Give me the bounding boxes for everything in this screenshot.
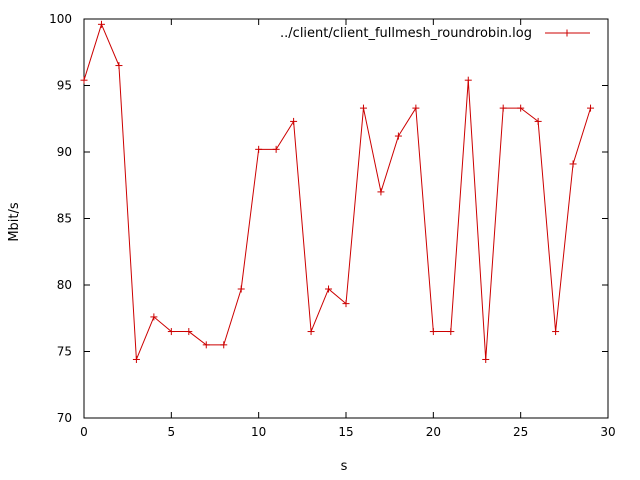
data-point bbox=[482, 355, 490, 363]
data-point bbox=[80, 76, 88, 84]
y-tick-label: 95 bbox=[57, 79, 72, 93]
data-point bbox=[552, 328, 560, 336]
x-axis-label: s bbox=[341, 459, 348, 474]
legend: ../client/client_fullmesh_roundrobin.log bbox=[280, 26, 590, 41]
data-point bbox=[569, 160, 577, 168]
legend-label: ../client/client_fullmesh_roundrobin.log bbox=[280, 26, 532, 41]
x-tick-label: 25 bbox=[513, 425, 528, 439]
data-point bbox=[342, 300, 350, 308]
series-layer bbox=[80, 20, 595, 363]
data-point bbox=[150, 313, 158, 321]
x-tick-label: 30 bbox=[600, 425, 615, 439]
data-point bbox=[290, 117, 298, 125]
data-point bbox=[307, 328, 315, 336]
data-point bbox=[534, 117, 542, 125]
data-point bbox=[377, 188, 385, 196]
y-axis-label: Mbit/s bbox=[7, 202, 22, 242]
data-point bbox=[220, 341, 228, 349]
data-point bbox=[185, 328, 193, 336]
data-point bbox=[587, 104, 595, 112]
axis-ticks bbox=[83, 18, 609, 419]
x-tick-label: 15 bbox=[338, 425, 353, 439]
y-tick-label: 75 bbox=[57, 345, 72, 359]
plot-frame bbox=[83, 18, 609, 419]
data-point bbox=[115, 62, 123, 70]
y-tick-label: 100 bbox=[49, 12, 72, 26]
y-tick-label: 70 bbox=[57, 411, 72, 425]
y-tick-label: 80 bbox=[57, 278, 72, 292]
data-point bbox=[499, 104, 507, 112]
series-line bbox=[83, 22, 592, 360]
data-point bbox=[202, 341, 210, 349]
y-tick-label: 85 bbox=[57, 212, 72, 226]
data-point bbox=[447, 328, 455, 336]
data-point bbox=[167, 328, 175, 336]
data-point bbox=[325, 285, 333, 293]
data-point bbox=[359, 104, 367, 112]
x-tick-label: 20 bbox=[426, 425, 441, 439]
data-point bbox=[255, 145, 263, 153]
data-point bbox=[237, 285, 245, 293]
data-point bbox=[517, 104, 525, 112]
data-point bbox=[132, 355, 140, 363]
y-tick-label: 90 bbox=[57, 145, 72, 159]
x-tick-label: 10 bbox=[251, 425, 266, 439]
axis-tick-labels: 0 5 10 15 20 25 30 70 75 80 85 90 95 100 bbox=[49, 12, 616, 439]
data-point bbox=[394, 132, 402, 140]
data-point bbox=[97, 20, 105, 28]
legend-marker bbox=[563, 29, 571, 37]
data-point bbox=[412, 104, 420, 112]
x-tick-label: 0 bbox=[80, 425, 88, 439]
data-point bbox=[429, 328, 437, 336]
data-point bbox=[464, 76, 472, 84]
data-point bbox=[272, 145, 280, 153]
x-tick-label: 5 bbox=[168, 425, 176, 439]
